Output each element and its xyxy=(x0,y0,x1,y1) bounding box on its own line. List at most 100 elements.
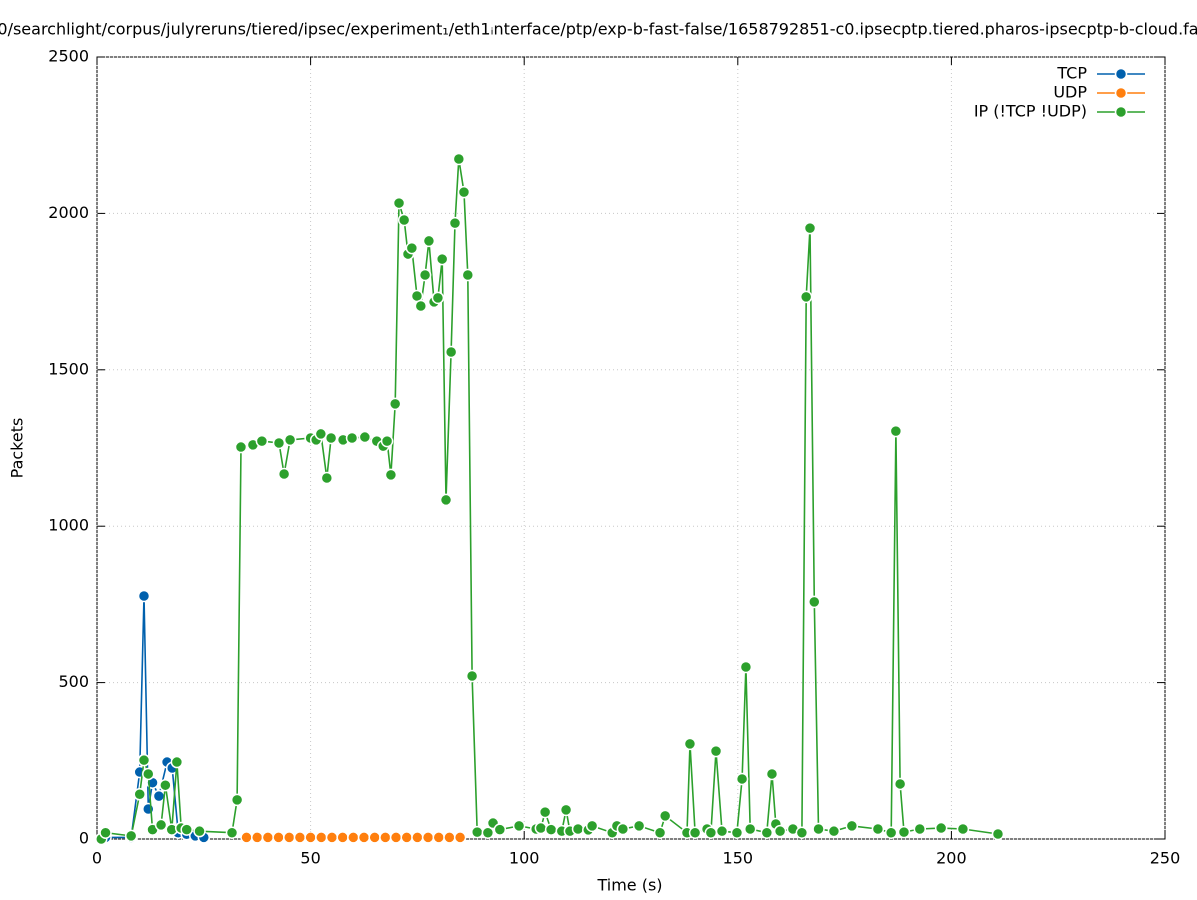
data-point xyxy=(388,397,402,411)
data-point xyxy=(389,831,403,844)
data-point xyxy=(345,431,359,445)
data-point xyxy=(431,291,445,305)
data-point xyxy=(739,660,753,674)
x-tick-label: 250 xyxy=(1150,849,1181,868)
data-point xyxy=(152,789,166,803)
data-point xyxy=(512,819,526,833)
x-tick-label: 50 xyxy=(300,849,320,868)
data-point xyxy=(435,252,449,266)
data-point xyxy=(154,818,168,832)
data-point xyxy=(314,427,328,441)
data-point xyxy=(304,831,317,844)
data-point xyxy=(795,826,809,839)
data-point xyxy=(347,831,360,844)
data-point xyxy=(255,434,269,448)
data-point xyxy=(683,737,697,751)
series-line xyxy=(101,595,204,840)
legend-label: UDP xyxy=(1053,83,1087,102)
data-point xyxy=(137,589,151,603)
y-tick-label: 2000 xyxy=(48,203,89,222)
y-tick-label: 0 xyxy=(79,829,89,848)
data-point xyxy=(422,234,436,248)
data-point xyxy=(432,831,446,844)
data-point xyxy=(448,216,462,230)
data-point xyxy=(379,831,392,844)
data-point xyxy=(272,436,286,450)
data-point xyxy=(283,433,297,447)
data-point xyxy=(272,831,285,844)
data-point xyxy=(773,824,787,838)
data-point xyxy=(470,825,484,839)
data-point xyxy=(397,213,411,227)
data-point xyxy=(180,823,193,836)
data-point xyxy=(315,831,328,844)
data-point xyxy=(481,826,495,839)
data-point xyxy=(418,268,432,282)
data-point xyxy=(380,434,394,448)
data-point xyxy=(457,185,471,199)
data-point xyxy=(808,595,821,609)
data-point xyxy=(392,196,406,210)
y-tick-label: 500 xyxy=(58,672,89,691)
plot-border xyxy=(96,56,1166,840)
data-point xyxy=(170,755,184,769)
data-point xyxy=(730,826,744,839)
y-tick-label: 1500 xyxy=(48,359,89,378)
data-point xyxy=(889,424,903,438)
data-point xyxy=(871,822,885,836)
data-point xyxy=(133,788,146,801)
data-point xyxy=(735,772,749,786)
data-point xyxy=(225,826,239,839)
legend-label: TCP xyxy=(1056,64,1087,83)
data-point xyxy=(991,827,1005,841)
data-point xyxy=(137,753,151,767)
data-point xyxy=(571,822,585,836)
data-point xyxy=(193,824,206,838)
data-point xyxy=(234,440,248,454)
data-point xyxy=(803,221,817,235)
data-point xyxy=(405,241,419,255)
y-tick-label: 1000 xyxy=(48,516,89,535)
series-line xyxy=(100,158,999,840)
data-point xyxy=(325,831,339,844)
data-point xyxy=(357,831,371,844)
y-axis-label: Packets xyxy=(8,418,27,479)
data-point xyxy=(538,805,552,819)
chart-title: 0/searchlight/corpus/julyreruns/tiered/i… xyxy=(0,20,1197,39)
x-axis-label: Time (s) xyxy=(596,876,662,895)
data-point xyxy=(544,823,558,836)
data-point xyxy=(411,831,424,844)
data-point xyxy=(534,821,548,835)
y-tick-label: 2500 xyxy=(48,47,89,66)
data-point xyxy=(142,802,155,816)
data-point xyxy=(240,831,253,844)
data-point xyxy=(658,809,672,823)
data-point xyxy=(293,831,307,844)
x-tick-label: 100 xyxy=(509,849,540,868)
data-point xyxy=(956,822,970,836)
data-point xyxy=(743,822,757,836)
data-point xyxy=(277,467,291,481)
data-point xyxy=(688,826,702,839)
data-point xyxy=(159,778,172,792)
data-point xyxy=(336,831,349,844)
data-point xyxy=(913,822,927,836)
data-point xyxy=(704,826,718,839)
data-point xyxy=(884,826,898,839)
data-point xyxy=(934,821,948,835)
data-point xyxy=(444,345,458,359)
data-point xyxy=(368,831,381,844)
legend-marker xyxy=(1114,86,1128,100)
data-point xyxy=(616,822,630,836)
data-point xyxy=(439,493,453,507)
data-point xyxy=(230,793,244,807)
data-point xyxy=(421,831,435,844)
data-point xyxy=(324,431,338,445)
data-point xyxy=(282,831,296,844)
data-point xyxy=(465,669,479,683)
x-tick-label: 0 xyxy=(92,849,102,868)
data-point xyxy=(453,831,467,844)
data-point xyxy=(124,829,138,843)
